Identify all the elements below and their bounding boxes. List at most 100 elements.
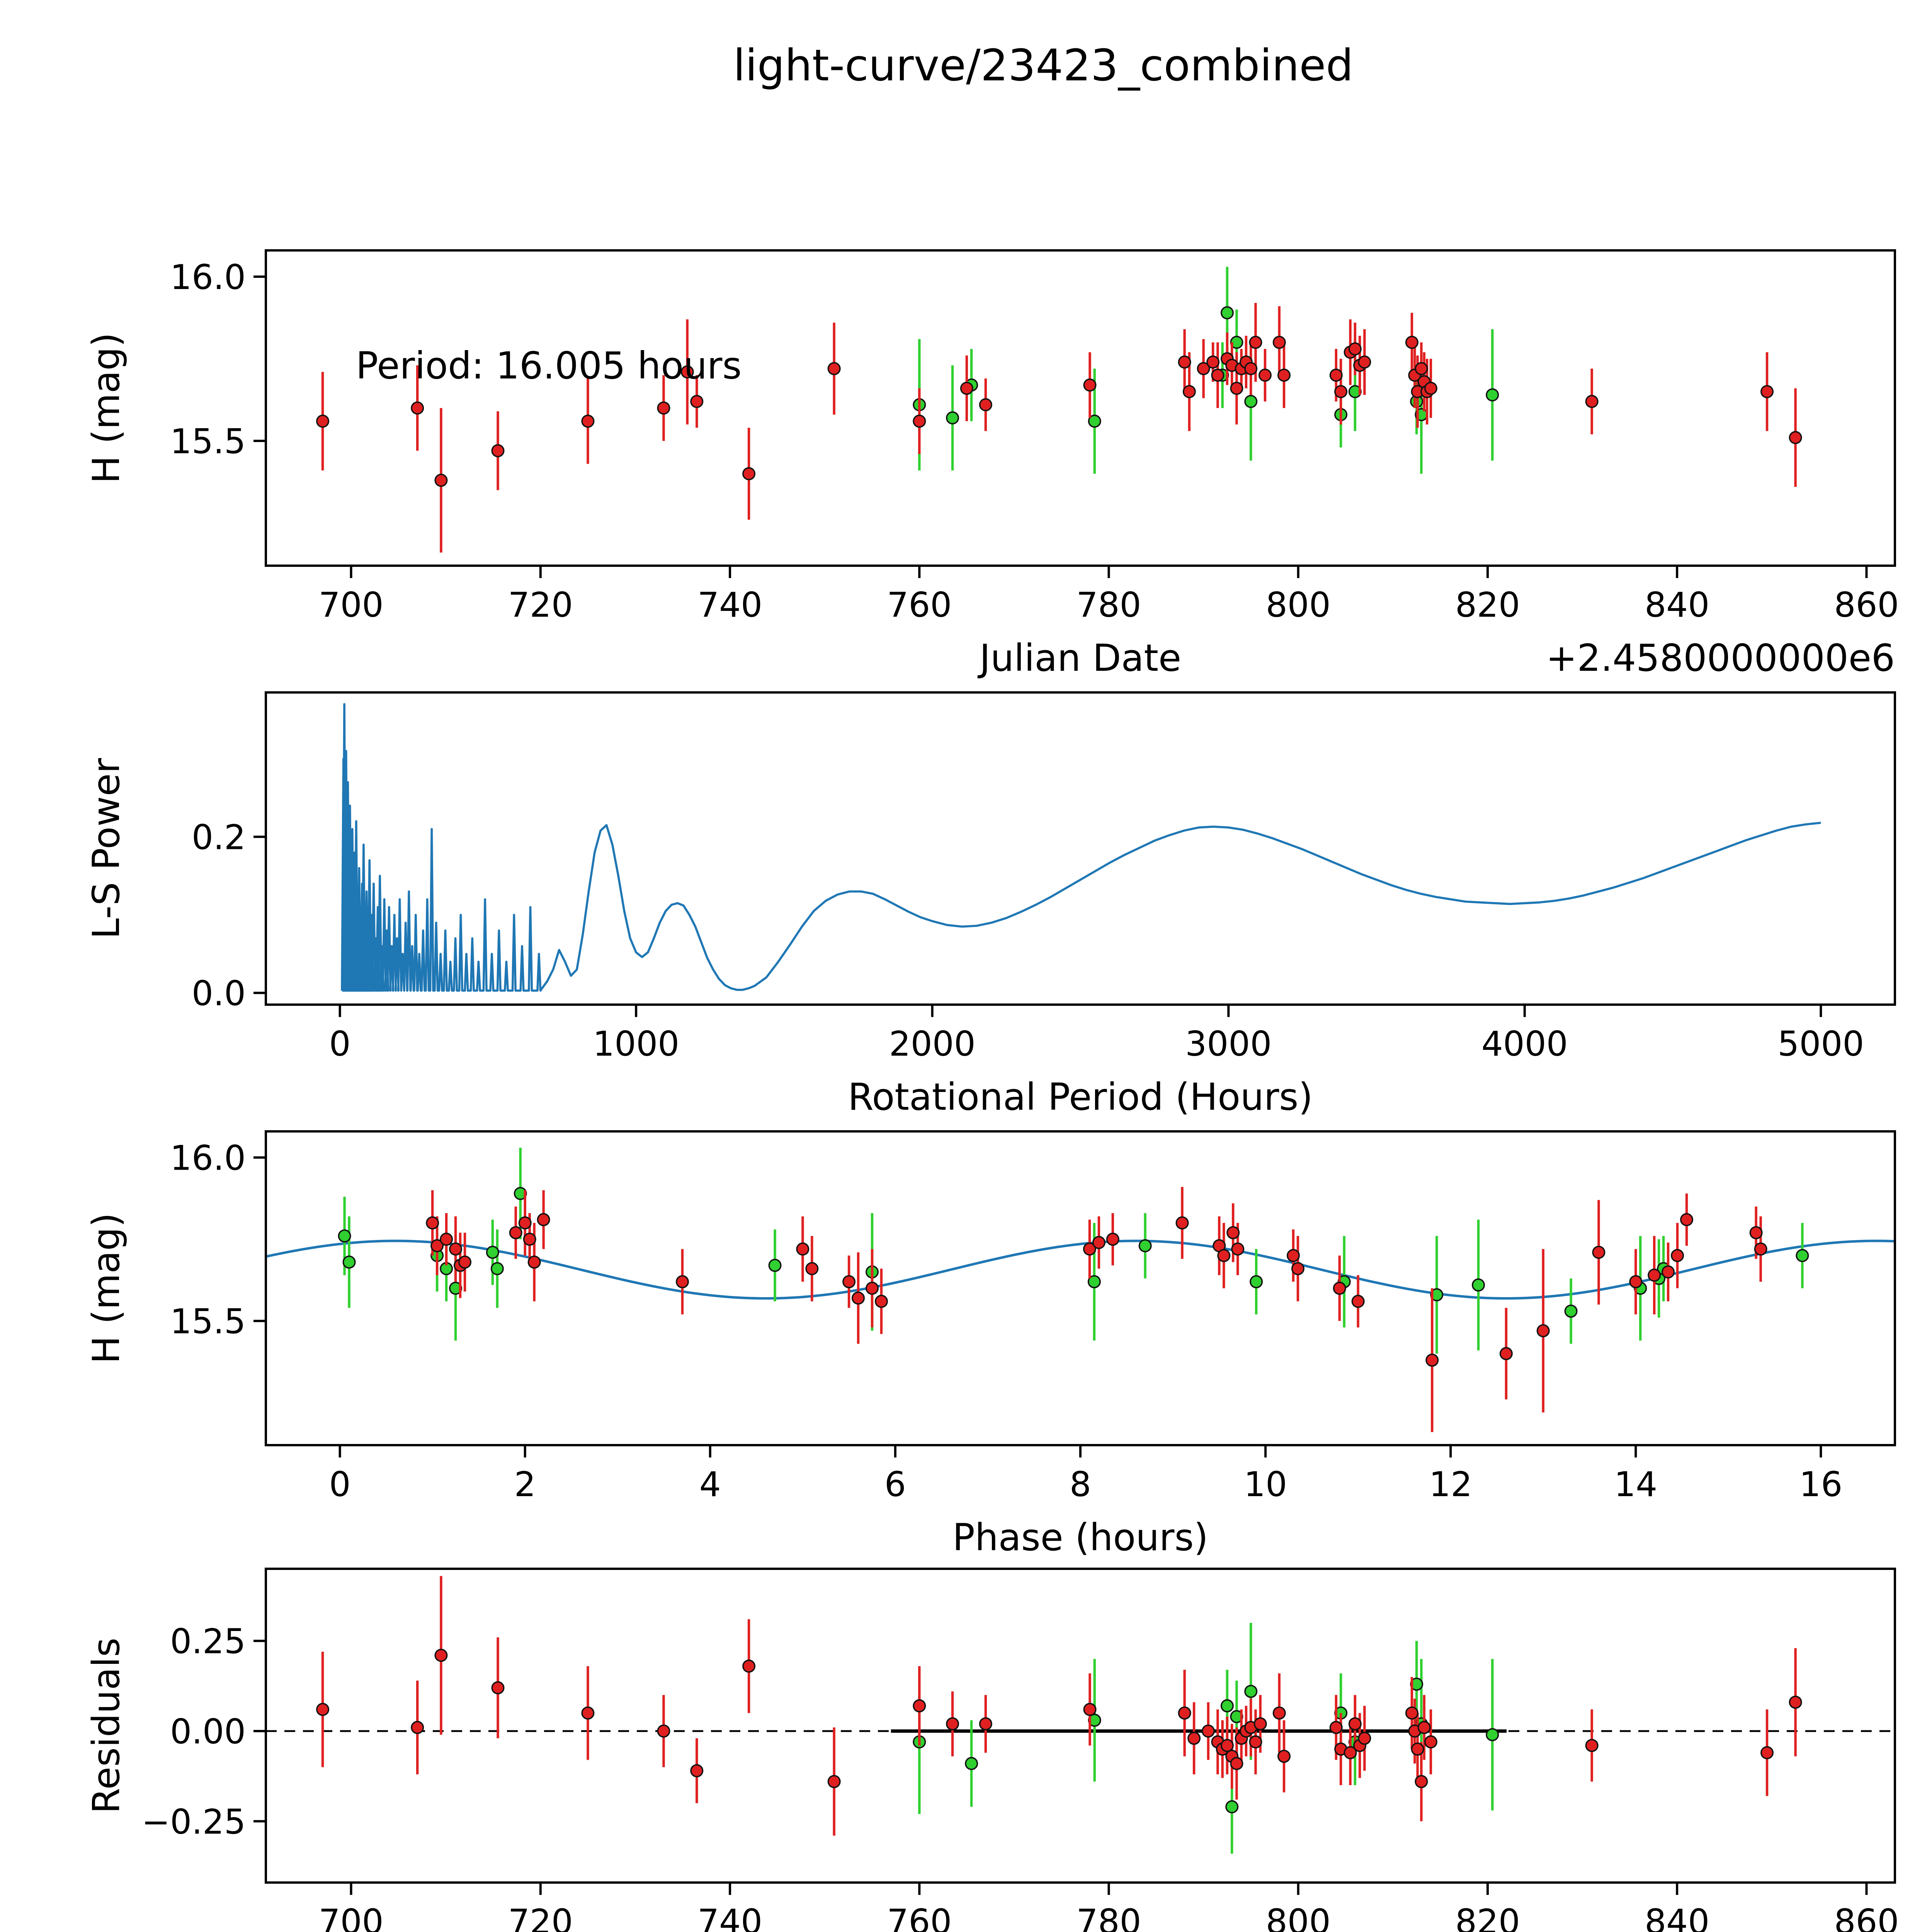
data-point	[1217, 1249, 1231, 1262]
data-point	[842, 1275, 856, 1289]
data-point	[1344, 1746, 1357, 1759]
panel-phase: 0 2 4 6 8 10 12 14 16 15.5 16.0 Phase (hours) H (mag…	[85, 1130, 1896, 1559]
data-point	[1175, 1216, 1189, 1230]
y-axis-label: Residuals	[85, 1638, 128, 1813]
data-point	[675, 1275, 689, 1289]
data-point	[979, 1717, 992, 1731]
data-point	[1178, 1706, 1191, 1720]
data-point	[1499, 1347, 1513, 1361]
data-point	[1230, 381, 1243, 395]
data-point	[1083, 1702, 1097, 1716]
x-tick-label: 840	[1645, 1902, 1709, 1932]
data-point	[490, 1262, 504, 1276]
x-tick-label: 800	[1266, 585, 1331, 625]
data-point	[1411, 1742, 1424, 1756]
x-tick-label: 0	[329, 1464, 351, 1504]
x-tick-label: 4000	[1481, 1024, 1568, 1064]
data-point	[1244, 1685, 1258, 1698]
data-point	[1250, 1275, 1263, 1289]
axes-border	[265, 249, 1896, 567]
data-point	[1760, 385, 1774, 398]
x-tick-label: 800	[1266, 1902, 1331, 1932]
data-point	[1083, 378, 1097, 392]
data-point	[1220, 306, 1234, 320]
y-axis-label: L-S Power	[85, 758, 128, 939]
y-axis-label: H (mag)	[85, 333, 128, 484]
data-point	[514, 1187, 527, 1200]
data-point	[1430, 1288, 1444, 1301]
data-point	[426, 1216, 439, 1230]
data-point	[523, 1233, 536, 1246]
panel-periodogram: 0 1000 2000 3000 4000 5000 0.0 0.2 Rotational Pe…	[85, 691, 1896, 1119]
data-point	[827, 1775, 841, 1788]
y-tick-label: 16.0	[170, 1138, 246, 1178]
x-tick-label: 700	[319, 585, 384, 625]
x-tick-label: 760	[887, 585, 952, 625]
x-tick-label: 5000	[1777, 1024, 1864, 1064]
data-point	[1329, 1721, 1343, 1734]
data-point	[796, 1242, 810, 1256]
data-point	[486, 1245, 499, 1259]
data-point	[1277, 368, 1291, 382]
data-point	[440, 1233, 453, 1246]
panel-residuals: 700 720 740 760 780 800 820 840 860 −0.25 0.00 0.25…	[85, 1568, 1899, 1932]
data-point	[458, 1255, 472, 1269]
red-series	[316, 303, 1802, 553]
data-point	[1415, 1775, 1428, 1788]
data-point	[1671, 1249, 1684, 1262]
data-point	[1358, 1731, 1371, 1745]
period-annotation: Period: 16.005 hours	[356, 344, 742, 387]
y-tick-label: 0.00	[170, 1712, 246, 1752]
y-tick-label: 0.2	[192, 818, 246, 857]
data-point	[690, 1764, 704, 1777]
data-point	[1092, 1236, 1105, 1249]
data-point	[1754, 1242, 1767, 1256]
data-point	[1405, 335, 1418, 349]
data-point	[1182, 385, 1196, 398]
data-point	[1424, 1735, 1437, 1748]
data-point	[449, 1282, 463, 1295]
data-point	[1789, 431, 1802, 444]
data-point	[1230, 1757, 1243, 1770]
data-point	[946, 1717, 959, 1731]
data-point	[1211, 368, 1225, 382]
x-tick-label: 16	[1799, 1464, 1842, 1504]
data-point	[518, 1216, 532, 1230]
data-point	[1277, 1750, 1291, 1763]
data-point	[874, 1294, 888, 1308]
axes-border	[265, 691, 1896, 1006]
data-point	[1417, 1721, 1431, 1734]
data-point	[1415, 362, 1428, 375]
data-point	[1244, 395, 1258, 408]
x-tick-label: 2	[514, 1464, 536, 1504]
x-tick-label: 720	[508, 585, 573, 625]
data-point	[852, 1291, 865, 1305]
x-tick-label: 700	[319, 1902, 384, 1932]
data-point	[411, 401, 424, 415]
data-point	[1486, 1728, 1499, 1742]
x-tick-label: 820	[1455, 585, 1520, 625]
data-point	[537, 1213, 550, 1226]
y-tick-label: 0.0	[192, 974, 246, 1014]
green-series	[338, 1148, 1809, 1354]
x-tick-label: 740	[697, 1902, 762, 1932]
data-point	[866, 1282, 879, 1295]
y-tick-label: 15.5	[170, 422, 246, 461]
data-point	[1286, 1249, 1300, 1262]
data-point	[449, 1242, 463, 1256]
data-point	[1680, 1213, 1694, 1226]
data-point	[1138, 1239, 1152, 1253]
data-point	[1253, 1717, 1267, 1731]
y-tick-label: 15.5	[170, 1302, 246, 1342]
data-point	[1087, 1275, 1101, 1289]
data-point	[1425, 1354, 1439, 1367]
data-point	[1486, 388, 1499, 401]
axes-border	[265, 1130, 1896, 1446]
data-point	[581, 1706, 595, 1720]
data-point	[509, 1226, 522, 1240]
data-point	[1592, 1245, 1605, 1259]
data-point	[1648, 1269, 1661, 1282]
x-tick-label: 4	[699, 1464, 721, 1504]
periodogram-line	[341, 703, 1821, 992]
x-tick-label: 740	[697, 585, 762, 625]
